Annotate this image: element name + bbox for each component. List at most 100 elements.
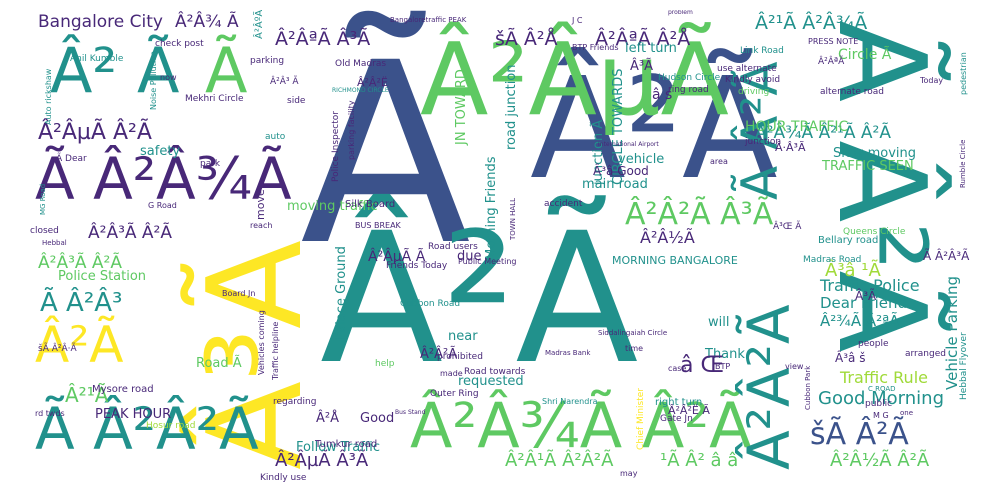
cloud-word: Â²ÂµÃ Â²Ã bbox=[38, 120, 152, 145]
cloud-word: requested bbox=[458, 374, 524, 389]
cloud-word: šÃ Â²Å bbox=[495, 28, 558, 50]
cloud-word: Â²Â²Ë bbox=[357, 76, 388, 89]
cloud-word: šÃ Â²Â·Ã bbox=[38, 344, 77, 354]
cloud-word: Friends Today bbox=[386, 261, 448, 271]
cloud-word: Outer Ring bbox=[430, 389, 479, 399]
cloud-word: Vehicles coming bbox=[257, 310, 266, 375]
cloud-word: Board Jn bbox=[222, 289, 256, 298]
cloud-word: park bbox=[200, 159, 221, 169]
cloud-word: Kindly use bbox=[260, 473, 307, 483]
cloud-word: Good Morning bbox=[818, 388, 944, 409]
cloud-word: Hosur road bbox=[146, 421, 196, 431]
cloud-word: BTP Friends bbox=[572, 43, 619, 52]
cloud-word: Hebbal bbox=[42, 239, 67, 247]
cloud-word: Anil Kumble bbox=[70, 54, 124, 64]
cloud-word: junction bbox=[745, 137, 782, 147]
cloud-word: alternate road bbox=[820, 87, 885, 97]
cloud-word: Gate Jn bbox=[660, 414, 693, 424]
cloud-word: Hudson Circle bbox=[658, 73, 721, 83]
cloud-word: Road users bbox=[428, 242, 478, 252]
cloud-word: G Road bbox=[148, 201, 177, 210]
cloud-word: Ã Â²Â³ bbox=[40, 288, 123, 318]
cloud-word: Road towards bbox=[464, 367, 526, 377]
cloud-word: Â²Ã bbox=[35, 316, 124, 374]
cloud-word: PEAK HOUR bbox=[95, 407, 172, 422]
cloud-word: Â²ÂªÃ bbox=[818, 57, 845, 67]
cloud-word: Ã Â²Â¾Ã bbox=[35, 145, 292, 213]
cloud-word: may bbox=[620, 469, 638, 478]
cloud-word: road junction bbox=[504, 64, 519, 150]
cloud-word: Â²Â¹Ã Â²Â²Ã bbox=[505, 450, 614, 471]
cloud-word: Cubbon Road bbox=[400, 299, 461, 309]
cloud-word: Â²ÂµÃ bbox=[420, 21, 729, 138]
cloud-word: Palace Ground bbox=[334, 246, 349, 340]
cloud-word: parking facility bbox=[347, 100, 356, 160]
cloud-word: Â²¾Ã Â²ªÃ bbox=[820, 312, 900, 330]
cloud-word: side bbox=[287, 96, 306, 106]
cloud-word: TRAFFIC SEEN bbox=[822, 159, 914, 174]
cloud-word: Slow moving bbox=[833, 146, 916, 161]
cloud-word: ring road bbox=[668, 85, 709, 95]
cloud-word: arranged bbox=[905, 349, 946, 359]
cloud-word: people bbox=[858, 339, 889, 349]
cloud-word: Â²Â²Ë Ã bbox=[668, 404, 710, 417]
cloud-word: pedestrian bbox=[959, 52, 968, 95]
cloud-word: Madras Road bbox=[803, 255, 862, 265]
cloud-word: Â²Â²Ã bbox=[735, 304, 803, 470]
cloud-word: Vehicle Parking bbox=[943, 275, 961, 390]
cloud-word: check post bbox=[155, 39, 204, 49]
cloud-word: Police Station bbox=[58, 269, 147, 284]
cloud-word: â s bbox=[652, 87, 673, 103]
cloud-word: Â³Ã bbox=[630, 59, 653, 74]
cloud-word: Â²ÂºÃ bbox=[254, 10, 265, 40]
cloud-word: Bangaloretraffic PEAK bbox=[390, 16, 467, 24]
cloud-word: Chief Minister bbox=[636, 388, 646, 450]
cloud-word: Ã Â²Â²Ã bbox=[35, 395, 259, 463]
cloud-word: Ã Dear bbox=[56, 154, 87, 164]
cloud-word: Today bbox=[920, 76, 944, 85]
cloud-word: Morning Friends bbox=[484, 156, 499, 260]
cloud-word: Mekhri Circle bbox=[185, 94, 244, 104]
cloud-word: Â²Â³Ã Â²Ã bbox=[38, 253, 122, 273]
cloud-word: Hebbal Flyover bbox=[959, 332, 969, 400]
cloud-word: Silk Board bbox=[345, 199, 396, 210]
cloud-word: Â³Œ Ã bbox=[773, 222, 802, 232]
cloud-word: prohibited bbox=[437, 352, 483, 362]
cloud-word: BTP bbox=[715, 362, 731, 371]
cloud-word: Ã bbox=[300, 10, 472, 300]
cloud-word: one bbox=[900, 409, 914, 417]
cloud-word: C ROAD bbox=[868, 385, 896, 393]
cloud-word: Â²Â³ Ã bbox=[270, 77, 299, 87]
cloud-word: ¹Ã Â² â â bbox=[660, 450, 739, 471]
cloud-word: Ã bbox=[205, 34, 248, 107]
cloud-word: will bbox=[708, 315, 730, 330]
cloud-word: Rumble Circle bbox=[959, 139, 967, 188]
cloud-word: M G bbox=[873, 411, 889, 420]
cloud-word: PRESS NOTE bbox=[808, 37, 859, 46]
cloud-word: Noise Pollution bbox=[149, 50, 158, 110]
cloud-word: accident bbox=[544, 199, 583, 209]
cloud-word: Traffic helpline bbox=[271, 321, 280, 380]
cloud-word: â Œ bbox=[680, 353, 725, 378]
cloud-word: Shri Narendra bbox=[542, 397, 598, 406]
cloud-word: Â³â š bbox=[835, 351, 866, 365]
cloud-word: Siddalingaiah Circle bbox=[598, 329, 668, 337]
cloud-word: auto bbox=[265, 132, 286, 142]
cloud-word: RICHMOND CIRCLE bbox=[332, 87, 389, 94]
cloud-word: International Airport bbox=[598, 141, 659, 148]
cloud-word: due bbox=[457, 249, 482, 264]
cloud-word: Â²Â²Ã Â³Ã bbox=[625, 197, 774, 232]
cloud-word: Traffic Police bbox=[820, 276, 920, 295]
cloud-word: Traffic Rule bbox=[840, 368, 928, 387]
cloud-word: made bbox=[440, 369, 463, 378]
cloud-word: help bbox=[375, 359, 395, 369]
cloud-word: Queens Circle bbox=[843, 227, 906, 237]
cloud-word: time bbox=[625, 344, 644, 353]
cloud-word: Â²ÂªÃ Â²Å bbox=[595, 28, 691, 50]
cloud-word: near bbox=[448, 329, 478, 344]
cloud-word: HOUR TRAFFIC bbox=[745, 119, 849, 135]
cloud-word: Road Ã bbox=[196, 356, 242, 371]
cloud-word: Â²Â³Ã Â²Ã bbox=[88, 223, 172, 243]
cloud-word: Bellary road bbox=[818, 235, 879, 246]
